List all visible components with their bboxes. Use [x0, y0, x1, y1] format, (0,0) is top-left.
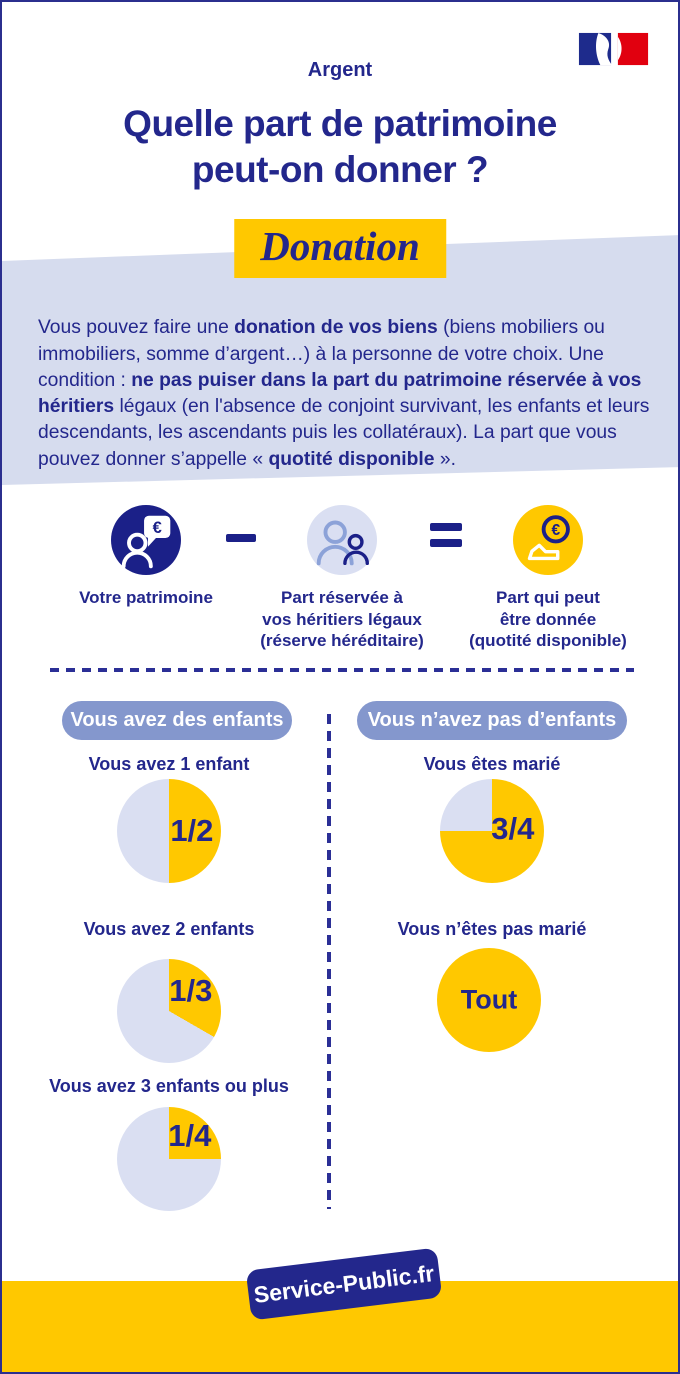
patrimoine-person-euro-bubble-icon: €: [111, 505, 181, 575]
svg-text:€: €: [551, 522, 560, 539]
fraction-label: 3/4: [491, 810, 535, 846]
svg-text:€: €: [153, 518, 162, 537]
pie-chart-pas-marie: Tout: [437, 948, 541, 1052]
horizontal-dashed-divider: [50, 668, 634, 672]
case-label-3-enfants-ou-plus: Vous avez 3 enfants ou plus: [49, 1076, 289, 1096]
donation-hand-euro-coin-icon: €: [513, 505, 583, 575]
fraction-label: 1/3: [169, 973, 213, 1009]
case-label-pas-marie: Vous n’êtes pas marié: [397, 919, 587, 939]
category-label: Argent: [307, 59, 373, 81]
case-label-2-enfants: Vous avez 2 enfants: [83, 919, 255, 939]
pie-chart-marie: 3/4: [440, 779, 544, 883]
heritiers-two-persons-icon: [307, 505, 377, 575]
case-label-1-enfant: Vous avez 1 enfant: [88, 754, 250, 774]
intro-paragraph: Vous pouvez faire une donation de vos bi…: [38, 317, 650, 470]
minus-icon: [226, 534, 256, 542]
label-part-donnee: Part qui peut être donnée (quotité dispo…: [469, 588, 627, 650]
equals-icon: [430, 523, 462, 547]
fraction-label: 1/2: [170, 813, 214, 848]
vertical-dashed-divider: [327, 714, 331, 1209]
page-title: Quelle part de patrimoine peut-on donner…: [2, 101, 678, 193]
label-part-reservee: Part réservée à vos héritiers légaux (ré…: [260, 588, 424, 650]
label-votre-patrimoine: Votre patrimoine: [79, 588, 213, 607]
page-title-line2: peut-on donner ?: [191, 149, 489, 190]
case-label-marie: Vous êtes marié: [423, 754, 561, 774]
column-header-avec-enfants: Vous avez des enfants: [62, 701, 292, 740]
fraction-label: Tout: [460, 984, 518, 1015]
fraction-label: 1/4: [168, 1118, 212, 1154]
column-header-sans-enfants: Vous n’avez pas d’enfants: [357, 701, 627, 740]
pie-chart-3-enfants: 1/4: [117, 1107, 221, 1211]
pie-chart-2-enfants: 1/3: [117, 959, 221, 1063]
page-title-line1: Quelle part de patrimoine: [123, 103, 557, 144]
french-republic-flag-logo: [578, 32, 649, 66]
topic-tag-donation: Donation: [234, 219, 446, 278]
pie-chart-1-enfant: 1/2: [117, 779, 221, 883]
